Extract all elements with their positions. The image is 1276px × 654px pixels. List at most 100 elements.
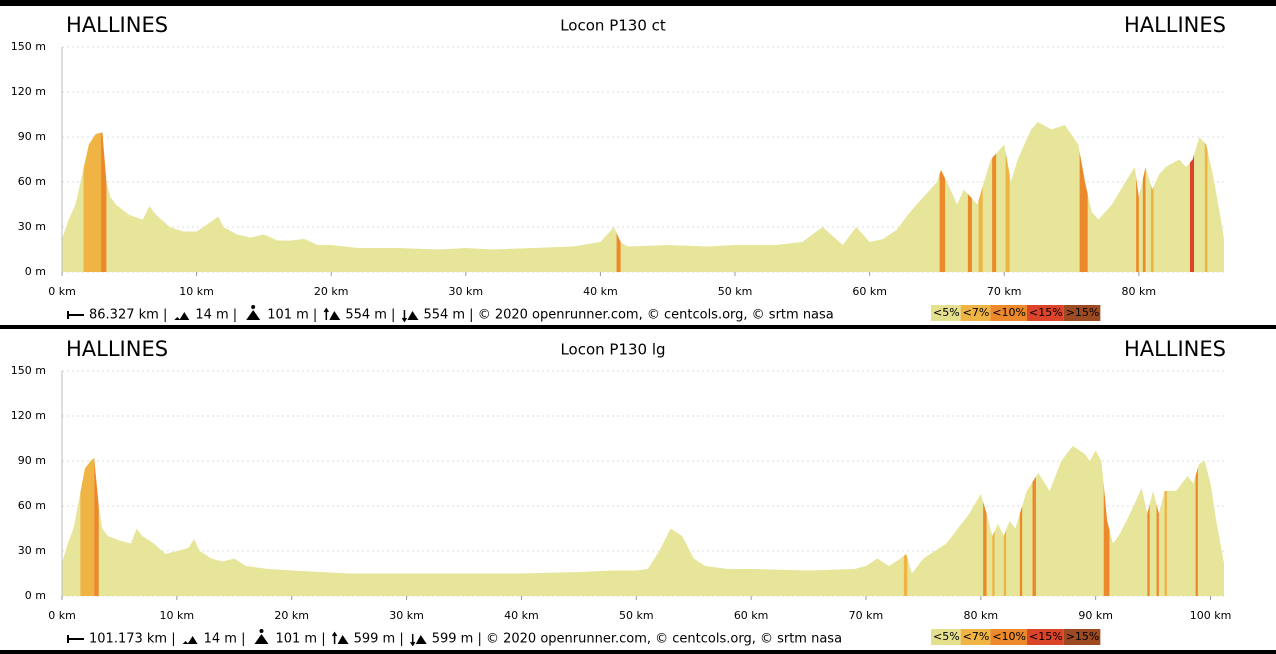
y-tick-label: 60 m <box>18 175 46 188</box>
x-tick-label: 40 km <box>583 285 618 298</box>
slope-band <box>939 122 946 272</box>
x-tick-label: 100 km <box>1190 609 1232 622</box>
icon-down-m <box>407 311 419 320</box>
slope-band <box>80 446 95 596</box>
icon-max-dot <box>259 629 264 633</box>
legend-label: <10% <box>992 630 1026 643</box>
x-tick-label: 10 km <box>179 285 214 298</box>
legend-swatch <box>931 629 961 645</box>
icon-distance <box>67 635 84 643</box>
footer-stat: 599 m | © 2020 openrunner.com, © centcol… <box>432 632 842 647</box>
legend-label: >15% <box>1066 630 1100 643</box>
x-tick-label: 90 km <box>1078 609 1113 622</box>
footer-stat: 599 m | <box>354 632 404 647</box>
y-tick-label: 150 m <box>11 40 46 53</box>
icon-max-dot <box>251 305 256 309</box>
x-tick-label: 80 km <box>964 609 999 622</box>
slope-band <box>1005 122 1010 272</box>
footer-stat: 101 m | <box>267 308 317 323</box>
icon-max <box>254 634 269 644</box>
icon-up-m <box>329 311 341 320</box>
y-tick-label: 30 m <box>18 220 46 233</box>
slope-band <box>978 122 983 272</box>
slope-band <box>101 122 107 272</box>
slope-band <box>967 122 972 272</box>
footer-stat: 14 m | <box>204 632 246 647</box>
slope-band <box>83 122 102 272</box>
slope-band <box>1147 446 1150 596</box>
x-tick-label: 70 km <box>849 609 884 622</box>
icon-min <box>182 636 198 644</box>
legend-label: <5% <box>933 630 960 643</box>
slope-band <box>1079 122 1088 272</box>
icon-down <box>401 310 408 323</box>
x-tick-label: 20 km <box>274 609 309 622</box>
slope-band <box>1156 446 1159 596</box>
footer-stat: 554 m | <box>345 308 395 323</box>
icon-up-m <box>337 635 349 644</box>
y-tick-label: 60 m <box>18 499 46 512</box>
y-tick-label: 90 m <box>18 454 46 467</box>
icon-min <box>174 312 190 320</box>
slope-band <box>1204 122 1208 272</box>
start-label: HALLINES <box>66 13 168 37</box>
footer-stat: 554 m | © 2020 openrunner.com, © centcol… <box>423 308 833 323</box>
x-tick-label: 60 km <box>852 285 887 298</box>
icon-max <box>246 310 261 320</box>
legend-swatch <box>990 629 1028 645</box>
y-tick-label: 0 m <box>25 265 46 278</box>
slope-band <box>992 122 997 272</box>
x-tick-label: 70 km <box>987 285 1022 298</box>
top-bar <box>0 0 1276 6</box>
legend-swatch <box>931 305 961 321</box>
panel: HALLINES HALLINES Locon P130 ct 0 m 30 m 60 m… <box>11 13 1226 323</box>
slope-band <box>1136 122 1139 272</box>
y-tick-label: 120 m <box>11 409 46 422</box>
panel: HALLINES HALLINES Locon P130 lg 0 m 30 m 60 m… <box>11 337 1232 647</box>
x-tick-label: 50 km <box>718 285 753 298</box>
icon-distance <box>67 311 84 319</box>
footer-stat: 86.327 km | <box>89 308 167 323</box>
elevation-area <box>62 122 1224 272</box>
legend-label: <15% <box>1029 630 1063 643</box>
slope-band <box>94 446 99 596</box>
x-tick-label: 0 km <box>48 609 76 622</box>
legend-swatch <box>1027 629 1064 645</box>
end-label: HALLINES <box>1124 13 1226 37</box>
end-label: HALLINES <box>1124 337 1226 361</box>
x-tick-label: 50 km <box>619 609 654 622</box>
x-tick-label: 30 km <box>389 609 424 622</box>
legend-label: <15% <box>1029 306 1063 319</box>
footer-stat: 101.173 km | <box>89 632 176 647</box>
legend-label: <7% <box>963 306 990 319</box>
slope-band <box>1103 446 1110 596</box>
x-tick-label: 40 km <box>504 609 539 622</box>
legend-swatch <box>960 629 991 645</box>
y-tick-label: 150 m <box>11 364 46 377</box>
legend-swatch <box>1027 305 1064 321</box>
x-tick-label: 10 km <box>160 609 195 622</box>
x-tick-label: 20 km <box>314 285 349 298</box>
slope-band <box>992 446 995 596</box>
slope-band <box>1019 446 1023 596</box>
legend-label: >15% <box>1066 306 1100 319</box>
bottom-bar <box>0 650 1276 654</box>
legend-swatch <box>1063 629 1101 645</box>
legend-swatch <box>1063 305 1101 321</box>
slope-band <box>616 122 621 272</box>
chart-title: Locon P130 lg <box>560 341 665 359</box>
slope-band <box>1164 446 1167 596</box>
slope-band <box>1189 122 1195 272</box>
slope-band <box>1142 122 1146 272</box>
legend-label: <7% <box>963 630 990 643</box>
slope-band <box>1032 446 1036 596</box>
footer-stat: 101 m | <box>275 632 325 647</box>
footer-stat: 14 m | <box>195 308 237 323</box>
x-tick-label: 60 km <box>734 609 769 622</box>
divider <box>0 325 1276 329</box>
start-label: HALLINES <box>66 337 168 361</box>
icon-up <box>323 307 329 320</box>
slope-band <box>1195 446 1198 596</box>
slope-band <box>983 446 987 596</box>
slope-band <box>1150 122 1154 272</box>
